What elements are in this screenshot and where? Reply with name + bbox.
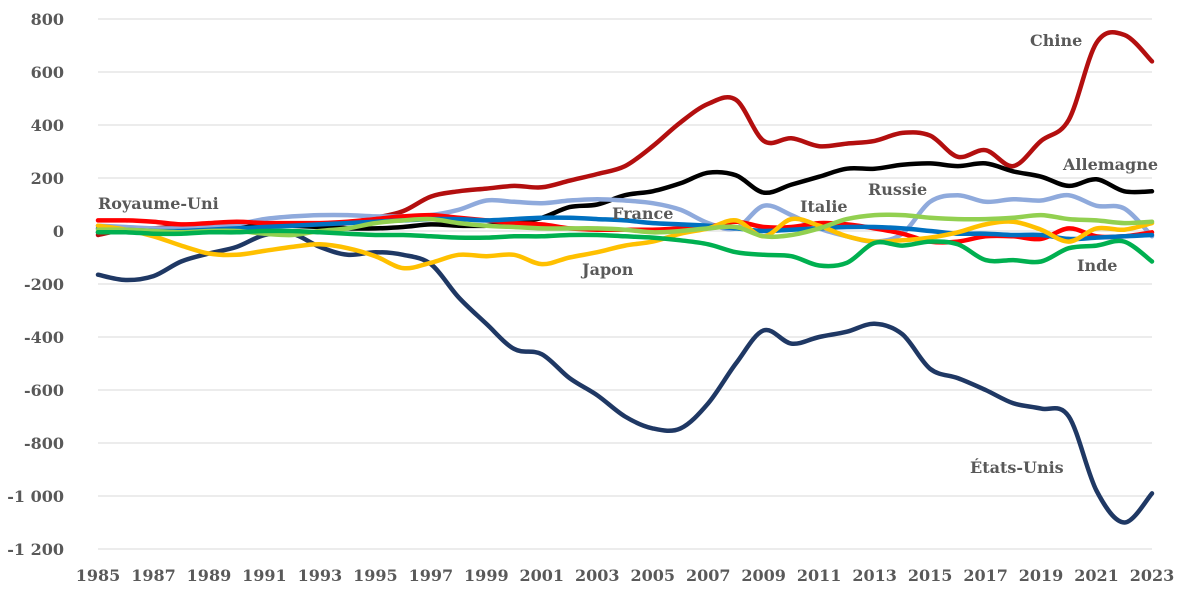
x-tick-label: 1993 bbox=[298, 566, 343, 585]
y-tick-label: 200 bbox=[31, 169, 64, 188]
x-tick-label: 1987 bbox=[131, 566, 176, 585]
x-tick-label: 2017 bbox=[963, 566, 1008, 585]
x-tick-label: 2007 bbox=[686, 566, 731, 585]
x-tick-label: 2015 bbox=[908, 566, 953, 585]
x-tick-label: 1999 bbox=[464, 566, 509, 585]
x-tick-label: 2003 bbox=[575, 566, 620, 585]
x-axis-ticks: 1985 1987 1989 1991 1993 1995 1997 1999 2001 2003… bbox=[76, 566, 1175, 585]
x-tick-label: 1991 bbox=[242, 566, 287, 585]
x-tick-label: 1985 bbox=[76, 566, 121, 585]
x-tick-label: 2005 bbox=[630, 566, 675, 585]
x-tick-label: 1995 bbox=[353, 566, 398, 585]
label-allemagne: Allemagne bbox=[1062, 155, 1158, 174]
x-tick-label: 2011 bbox=[797, 566, 842, 585]
series-line-japon bbox=[95, 216, 1155, 271]
series-line-inde bbox=[95, 228, 1155, 269]
x-tick-label: 1989 bbox=[187, 566, 232, 585]
y-tick-label: -1 000 bbox=[7, 487, 64, 506]
label-etats-unis: États-Unis bbox=[970, 457, 1064, 477]
series-labels: Chine Allemagne Russie Royaume-Uni Franc… bbox=[98, 31, 1158, 477]
y-tick-label: 800 bbox=[31, 10, 64, 29]
label-japon: Japon bbox=[580, 260, 634, 279]
series-line-russie bbox=[95, 192, 1155, 244]
y-tick-label: -200 bbox=[24, 275, 64, 294]
x-tick-label: 2023 bbox=[1130, 566, 1175, 585]
label-france: France bbox=[612, 204, 673, 223]
y-tick-label: 600 bbox=[31, 63, 64, 82]
y-tick-label: -1 200 bbox=[7, 540, 64, 559]
label-chine: Chine bbox=[1030, 31, 1082, 50]
y-tick-label: 0 bbox=[53, 222, 64, 241]
y-tick-label: -800 bbox=[24, 434, 64, 453]
x-tick-label: 2021 bbox=[1074, 566, 1119, 585]
label-italie: Italie bbox=[800, 197, 848, 216]
label-royaume-uni: Royaume-Uni bbox=[98, 194, 219, 213]
y-tick-label: 400 bbox=[31, 116, 64, 135]
y-axis-ticks: 800 600 400 200 0 -200 -400 -600 -800 -1 000 -1 20… bbox=[7, 10, 64, 559]
series-line-france bbox=[95, 215, 1155, 242]
y-tick-label: -600 bbox=[24, 381, 64, 400]
y-tick-label: -400 bbox=[24, 328, 64, 347]
label-russie: Russie bbox=[868, 180, 927, 199]
x-tick-label: 2009 bbox=[741, 566, 786, 585]
series-line-italie bbox=[95, 212, 1155, 240]
x-tick-label: 2001 bbox=[520, 566, 565, 585]
label-inde: Inde bbox=[1077, 256, 1117, 275]
x-tick-label: 2019 bbox=[1019, 566, 1064, 585]
x-tick-label: 2013 bbox=[852, 566, 897, 585]
x-tick-label: 1997 bbox=[409, 566, 454, 585]
series-lines bbox=[95, 30, 1155, 525]
